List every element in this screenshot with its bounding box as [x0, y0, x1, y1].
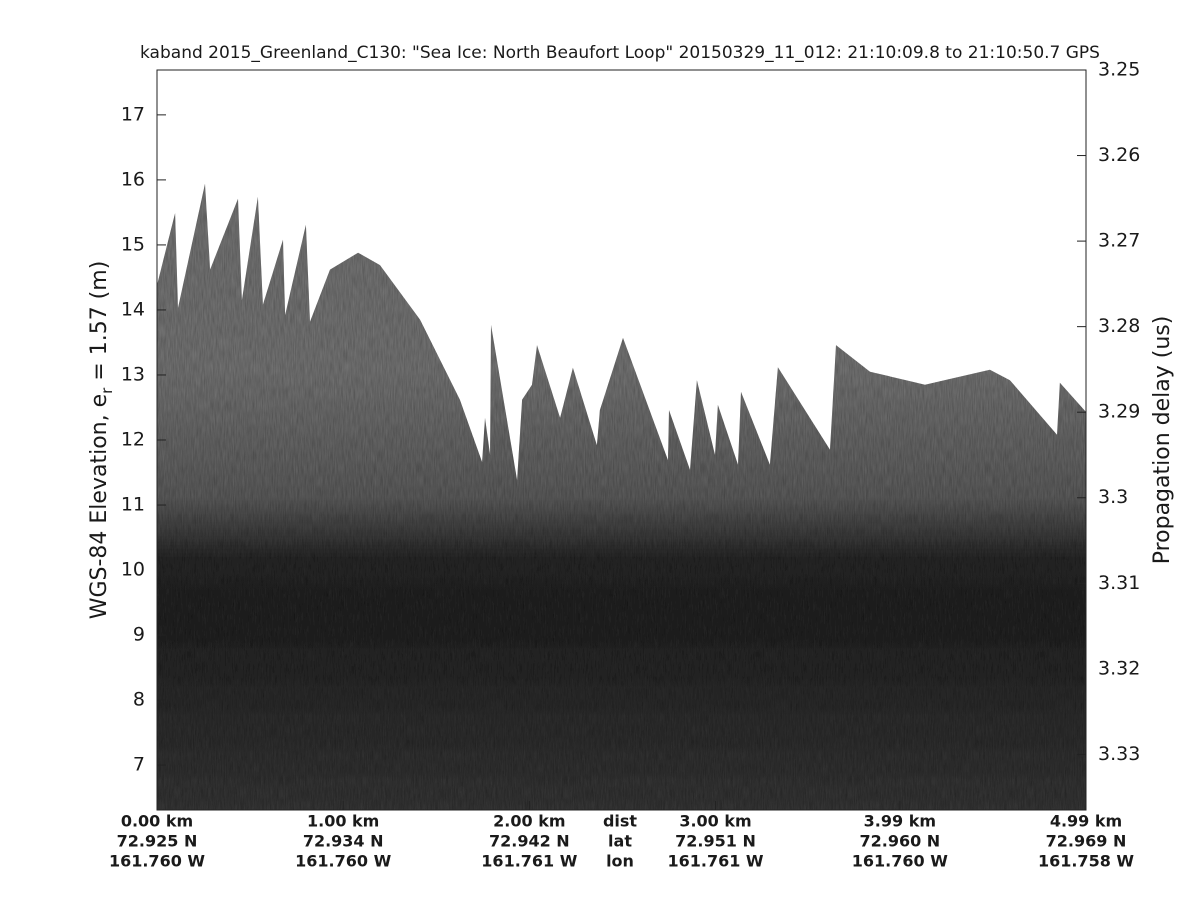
y-tick-label: 7: [133, 754, 145, 776]
y2-tick-label: 3.28: [1098, 315, 1140, 337]
lon-label: 161.758 W: [1038, 852, 1134, 871]
y2-tick-label: 3.31: [1098, 572, 1140, 594]
y-axis-label: WGS-84 Elevation, er = 1.57 (m): [87, 261, 116, 620]
y-tick-label: 12: [121, 429, 145, 451]
lat-label: 72.942 N: [489, 832, 570, 851]
y-tick-label: 13: [121, 363, 145, 385]
y-label-subscript: r: [98, 387, 116, 394]
y-tick-label: 9: [133, 624, 145, 646]
y-tick-label: 16: [121, 168, 145, 190]
lat-label: 72.951 N: [675, 832, 756, 851]
lon-label: 161.761 W: [481, 852, 577, 871]
chart-title: kaband 2015_Greenland_C130: "Sea Ice: No…: [140, 43, 1100, 63]
y-tick-label: 8: [133, 689, 145, 711]
y2-tick-label: 3.27: [1098, 230, 1140, 252]
lat-label: 72.925 N: [117, 832, 198, 851]
y2-tick-label: 3.25: [1098, 59, 1140, 81]
y-tick-label: 17: [121, 103, 145, 125]
y-label-part: = 1.57 (m): [87, 261, 112, 388]
y2-tick-label: 3.29: [1098, 401, 1140, 423]
y-tick-label: 11: [121, 494, 145, 516]
x-tick-label: 3.00 km: [679, 812, 751, 831]
x-tick-label: 0.00 km: [121, 812, 193, 831]
row-label: lon: [606, 852, 634, 871]
y-tick-label: 15: [121, 233, 145, 255]
lat-label: 72.934 N: [303, 832, 384, 851]
lon-label: 161.761 W: [667, 852, 763, 871]
y2-tick-label: 3.33: [1098, 743, 1140, 765]
x-tick-label: 3.99 km: [864, 812, 936, 831]
y-label-part: WGS-84 Elevation, e: [87, 394, 112, 619]
y-tick-label: 10: [121, 559, 145, 581]
y-tick-label: 14: [121, 298, 145, 320]
x-tick-label: 4.99 km: [1050, 812, 1122, 831]
y2-tick-label: 3.26: [1098, 144, 1140, 166]
x-tick-label: 2.00 km: [493, 812, 565, 831]
lat-label: 72.960 N: [859, 832, 940, 851]
y2-axis-label: Propagation delay (us): [1150, 316, 1175, 565]
y2-tick-label: 3.32: [1098, 657, 1140, 679]
lon-label: 161.760 W: [295, 852, 391, 871]
lon-label: 161.760 W: [109, 852, 205, 871]
echogram-surface: [157, 183, 1086, 811]
lat-label: 72.969 N: [1046, 832, 1127, 851]
row-label: dist: [603, 812, 637, 831]
x-tick-label: 1.00 km: [307, 812, 379, 831]
row-label: lat: [608, 832, 632, 851]
lon-label: 161.760 W: [852, 852, 948, 871]
y2-tick-label: 3.3: [1098, 486, 1128, 508]
